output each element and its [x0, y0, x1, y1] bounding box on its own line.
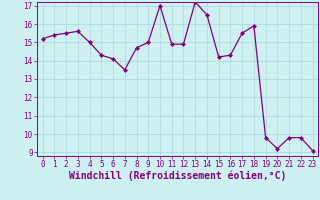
X-axis label: Windchill (Refroidissement éolien,°C): Windchill (Refroidissement éolien,°C) — [69, 171, 286, 181]
